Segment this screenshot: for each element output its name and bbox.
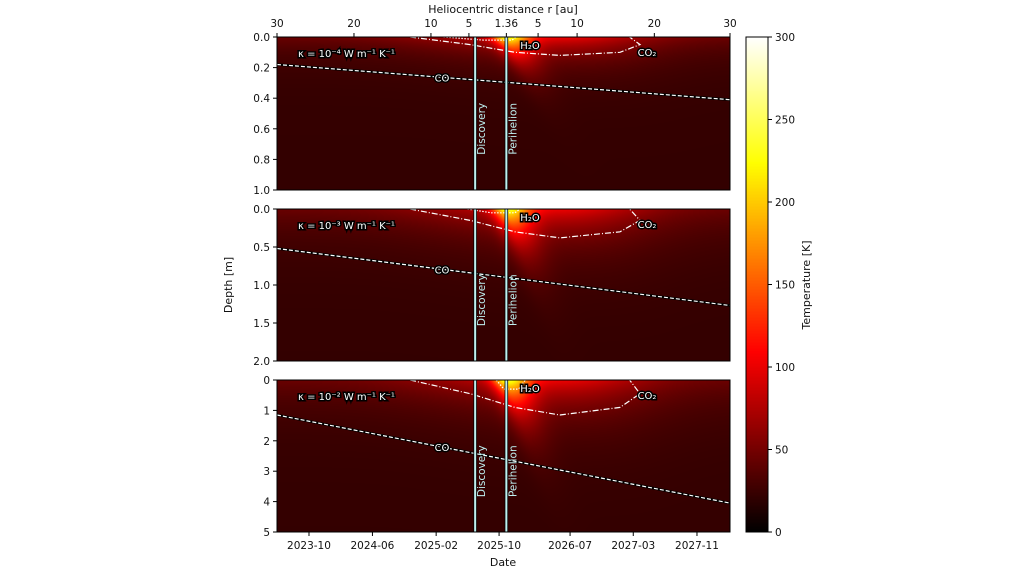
kappa-label: κ = 10⁻⁴ W m⁻¹ K⁻¹ <box>298 49 395 60</box>
h2o-label-halo: H₂O <box>520 384 540 395</box>
top-tick-label: 30 <box>723 18 736 30</box>
temperature-heatmap <box>277 209 730 361</box>
y-tick-label: 0 <box>263 375 270 387</box>
co2-label: CO₂ <box>638 391 657 402</box>
y-tick-label: 1 <box>263 405 270 417</box>
kappa-label: κ = 10⁻³ W m⁻¹ K⁻¹ <box>298 221 395 232</box>
top-axis-label: Heliocentric distance r [au] <box>428 3 578 16</box>
x-tick-label: 2025-02 <box>414 540 458 552</box>
panels: CO CO H₂O H₂O CO₂ CO₂ κ = 10⁻⁴ W m⁻¹ K⁻¹ κ = 10… <box>253 18 736 552</box>
y-tick-label: 2.0 <box>253 356 270 368</box>
top-tick-label: 10 <box>424 18 437 30</box>
y-tick-label: 0.8 <box>253 154 270 166</box>
h2o-label-halo: H₂O <box>520 213 540 224</box>
co-label-halo: CO <box>435 443 450 454</box>
top-tick-label: 5 <box>466 18 473 30</box>
y-tick-label: 2 <box>263 436 270 448</box>
x-tick-label: 2027-03 <box>611 540 655 552</box>
top-tick-label: 5 <box>535 18 542 30</box>
panel-frame <box>276 36 731 191</box>
top-tick-label: 20 <box>347 18 360 30</box>
co-line <box>276 414 731 504</box>
x-tick-label: 2027-11 <box>675 540 719 552</box>
x-tick-label: 2024-06 <box>350 540 394 552</box>
colorbar-tick-label: 200 <box>775 197 795 209</box>
discovery-label: Discovery <box>476 274 488 326</box>
co-label: CO <box>435 265 450 276</box>
co-label: CO <box>435 443 450 454</box>
co2-contour <box>409 208 641 239</box>
y-tick-label: 0.0 <box>253 32 270 44</box>
co2-label-halo: CO₂ <box>638 48 657 59</box>
x-tick-label: 2023-10 <box>287 540 331 552</box>
x-axis-label: Date <box>490 556 517 569</box>
discovery-label: Discovery <box>476 445 488 497</box>
colorbar-tick-label: 0 <box>775 527 782 539</box>
temperature-heatmap <box>277 37 730 190</box>
h2o-label: H₂O <box>520 41 540 52</box>
x-tick-label: 2025-10 <box>477 540 521 552</box>
y-tick-label: 0.6 <box>253 124 270 136</box>
co-label-halo: CO <box>435 73 450 84</box>
top-tick-label: 20 <box>648 18 661 30</box>
y-tick-label: 1.5 <box>253 318 270 330</box>
co2-label-halo: CO₂ <box>638 391 657 402</box>
co-line <box>276 63 731 101</box>
top-tick-label: 10 <box>570 18 583 30</box>
co2-label: CO₂ <box>638 48 657 59</box>
co-line <box>276 247 731 307</box>
co2-contour <box>410 36 642 57</box>
y-tick-label: 3 <box>263 466 270 478</box>
colorbar-tick-label: 300 <box>775 32 795 44</box>
temperature-heatmap <box>277 380 730 532</box>
co2-label: CO₂ <box>638 220 657 231</box>
h2o-contour <box>467 208 521 214</box>
co2-label-halo: CO₂ <box>638 220 657 231</box>
y-tick-label: 0.0 <box>253 204 270 216</box>
y-tick-label: 4 <box>263 497 270 509</box>
kappa-label-halo: κ = 10⁻³ W m⁻¹ K⁻¹ <box>298 221 395 232</box>
y-tick-label: 0.2 <box>253 63 270 75</box>
top-tick-label: 1.36 <box>495 18 519 30</box>
y-axis-label: Depth [m] <box>222 257 235 313</box>
colorbar-tick-label: 50 <box>775 445 788 457</box>
y-tick-label: 1.0 <box>253 280 270 292</box>
kappa-label-halo: κ = 10⁻² W m⁻¹ K⁻¹ <box>298 392 395 403</box>
h2o-contour <box>443 36 517 41</box>
discovery-label: Discovery <box>476 103 488 155</box>
colorbar-tick-label: 100 <box>775 362 795 374</box>
perihelion-label: Perihelion <box>507 445 519 497</box>
top-tick-label: 30 <box>270 18 283 30</box>
x-tick-label: 2026-07 <box>548 540 592 552</box>
colorbar: 0 50 100 150 200 250 300 <box>745 32 795 539</box>
perihelion-label: Perihelion <box>507 274 519 326</box>
panel-frame <box>276 379 731 533</box>
perihelion-label: Perihelion <box>507 103 519 155</box>
co-label: CO <box>435 73 450 84</box>
y-tick-label: 0.4 <box>253 93 270 105</box>
kappa-label-halo: κ = 10⁻⁴ W m⁻¹ K⁻¹ <box>298 49 395 60</box>
h2o-label-halo: H₂O <box>520 41 540 52</box>
y-tick-label: 5 <box>263 527 270 539</box>
h2o-label: H₂O <box>520 213 540 224</box>
h2o-label: H₂O <box>520 384 540 395</box>
co-label-halo: CO <box>435 265 450 276</box>
y-tick-label: 1.0 <box>253 185 270 197</box>
colorbar-gradient <box>746 37 768 532</box>
colorbar-label: Temperature [K] <box>800 241 813 331</box>
co2-contour <box>409 379 641 416</box>
colorbar-tick-label: 150 <box>775 280 795 292</box>
y-tick-label: 0.5 <box>253 242 270 254</box>
kappa-label: κ = 10⁻² W m⁻¹ K⁻¹ <box>298 392 395 403</box>
h2o-contour <box>495 379 526 390</box>
colorbar-tick-label: 250 <box>775 115 795 127</box>
